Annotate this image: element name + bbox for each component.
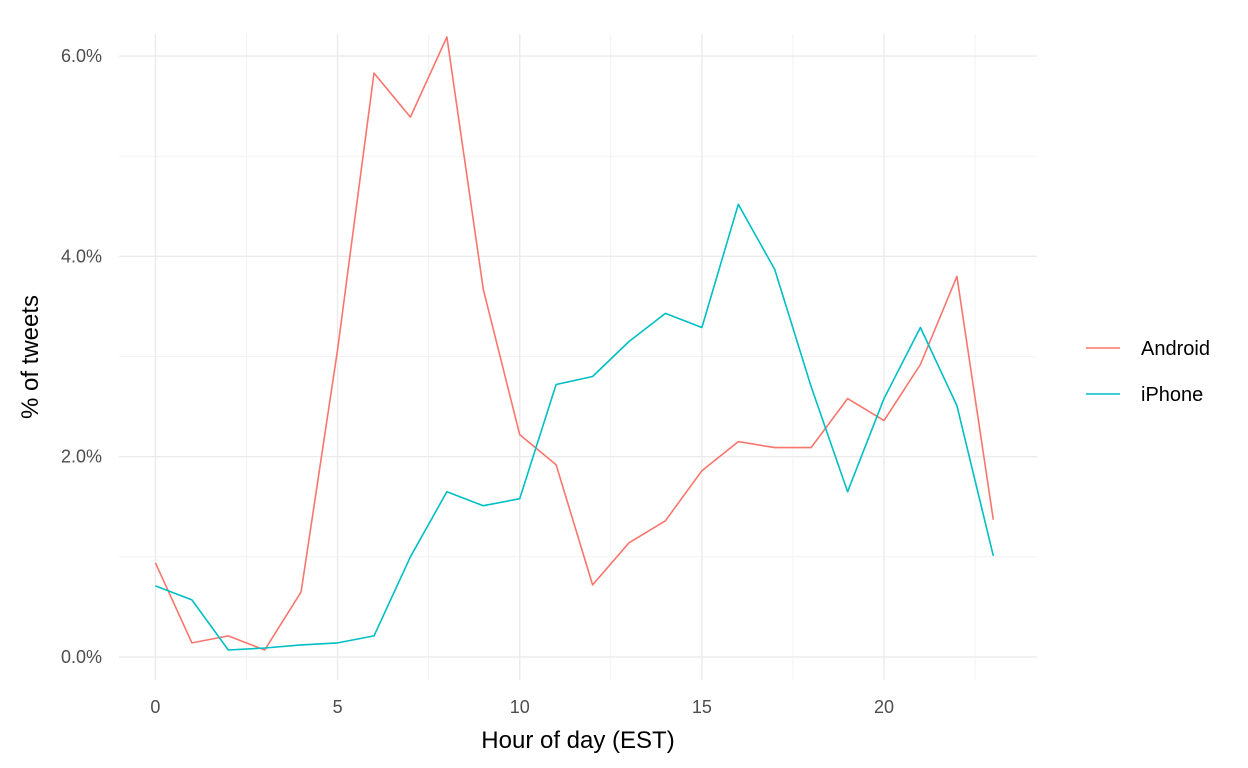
y-tick-label: 6.0%: [61, 46, 102, 66]
y-tick-label: 2.0%: [61, 447, 102, 467]
grid: [119, 34, 1037, 680]
y-axis-title: % of tweets: [17, 295, 44, 419]
x-axis-title: Hour of day (EST): [481, 727, 674, 754]
series-line-android: [154, 36, 995, 651]
x-tick-label: 5: [333, 697, 343, 717]
legend: Android iPhone: [1086, 338, 1210, 406]
y-tick-label: 0.0%: [61, 647, 102, 667]
y-tick-label: 4.0%: [61, 246, 102, 266]
legend-label-iphone: iPhone: [1141, 384, 1203, 406]
legend-label-android: Android: [1141, 338, 1210, 360]
series-line-iphone: [155, 203, 995, 651]
series-lines: [154, 36, 995, 651]
x-tick-label: 20: [874, 697, 894, 717]
x-tick-label: 15: [692, 697, 712, 717]
axes: 0 5 10 15 20 0.0% 2.0% 4.0% 6.0%: [61, 46, 894, 717]
x-tick-label: 10: [510, 697, 530, 717]
x-tick-label: 0: [150, 697, 160, 717]
